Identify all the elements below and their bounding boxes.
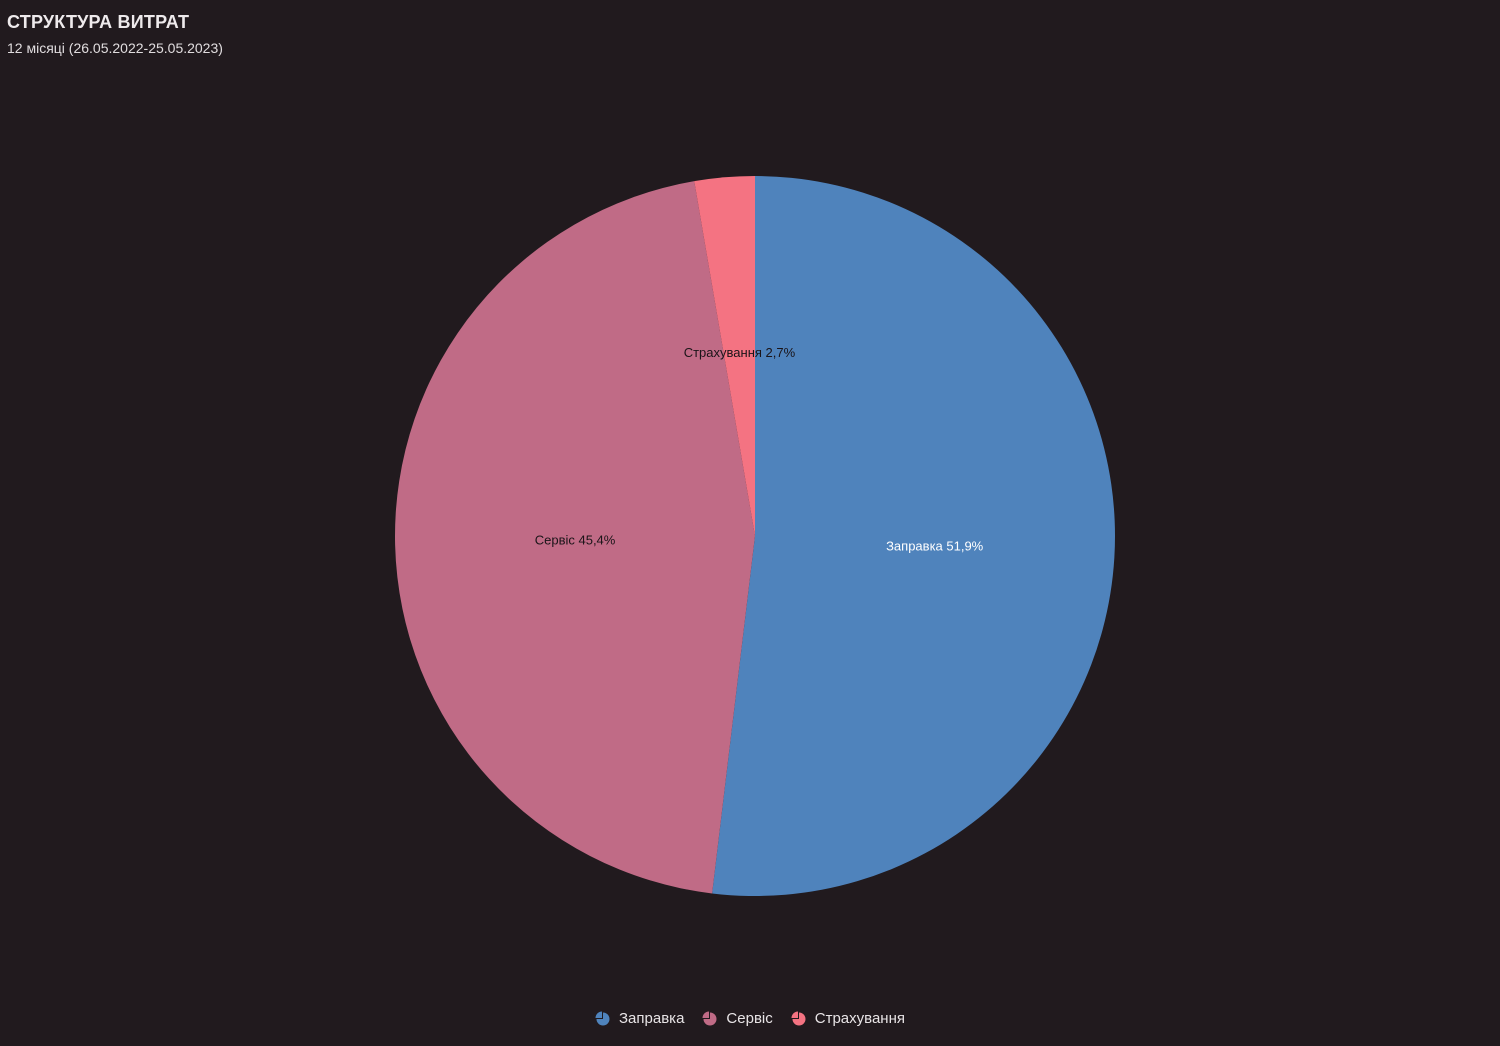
pie-slice-label: Сервіс 45,4%: [535, 533, 616, 548]
chart-title: СТРУКТУРА ВИТРАТ: [7, 12, 190, 32]
legend-label: Заправка: [619, 1010, 685, 1027]
legend-item-servis[interactable]: Сервіс: [702, 1008, 773, 1030]
pie-icon: [595, 1011, 610, 1026]
pie-icon: [791, 1011, 806, 1026]
legend-label: Страхування: [814, 1010, 905, 1027]
pie-slice-1[interactable]: [712, 176, 1115, 897]
pie-slices: [395, 176, 1115, 897]
pie-slice-label: Страхування 2,7%: [684, 345, 796, 360]
chart-subtitle: 12 місяці (26.05.2022-25.05.2023): [7, 40, 223, 56]
chart-header: СТРУКТУРА ВИТРАТ 12 місяці (26.05.2022-2…: [7, 10, 223, 57]
legend-item-strakhuvannia[interactable]: Страхування: [791, 1008, 905, 1030]
pie-slice-3[interactable]: [694, 176, 755, 536]
legend-label: Сервіс: [726, 1010, 773, 1027]
pie-icon: [702, 1011, 717, 1026]
legend-item-zapravka[interactable]: Заправка: [595, 1008, 684, 1030]
pie-slice-label: Заправка 51,9%: [886, 539, 984, 554]
pie-slice-2[interactable]: [395, 181, 755, 894]
pie-labels: Заправка 51,9% Сервіс 45,4% Страхування 2,…: [535, 345, 984, 554]
chart-legend: Заправка Сервіс Страхування: [0, 1008, 1500, 1030]
